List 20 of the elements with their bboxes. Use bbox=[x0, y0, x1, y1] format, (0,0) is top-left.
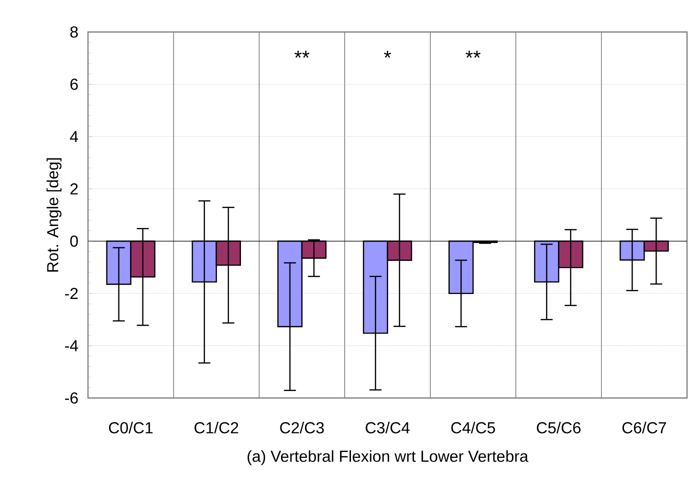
y-tick-label: 0 bbox=[70, 236, 78, 247]
y-tick-label: -6 bbox=[65, 392, 78, 404]
annotation: * bbox=[384, 50, 392, 58]
x-tick-label: C5/C6 bbox=[536, 422, 581, 434]
y-tick-label: 2 bbox=[70, 183, 78, 194]
y-tick-label: 4 bbox=[70, 131, 78, 142]
x-tick-label: C2/C3 bbox=[280, 422, 324, 434]
y-tick-label: 6 bbox=[70, 78, 78, 90]
annotation: ** bbox=[294, 50, 310, 58]
x-tick-label: C0/C1 bbox=[109, 422, 153, 434]
y-tick-label: -2 bbox=[65, 288, 78, 299]
x-axis-title: (a) Vertebral Flexion wrt Lower Vertebra bbox=[248, 450, 528, 466]
x-tick-label: C4/C5 bbox=[451, 422, 495, 434]
y-axis-title: Rot. Angle [deg] bbox=[46, 158, 62, 272]
y-tick-label: -4 bbox=[65, 340, 78, 352]
y-tick-label: 8 bbox=[70, 26, 78, 38]
x-tick-label: C6/C7 bbox=[622, 422, 666, 434]
x-tick-label: C1/C2 bbox=[194, 422, 238, 434]
annotation: ** bbox=[466, 50, 481, 58]
x-tick-label: C3/C4 bbox=[366, 422, 410, 434]
